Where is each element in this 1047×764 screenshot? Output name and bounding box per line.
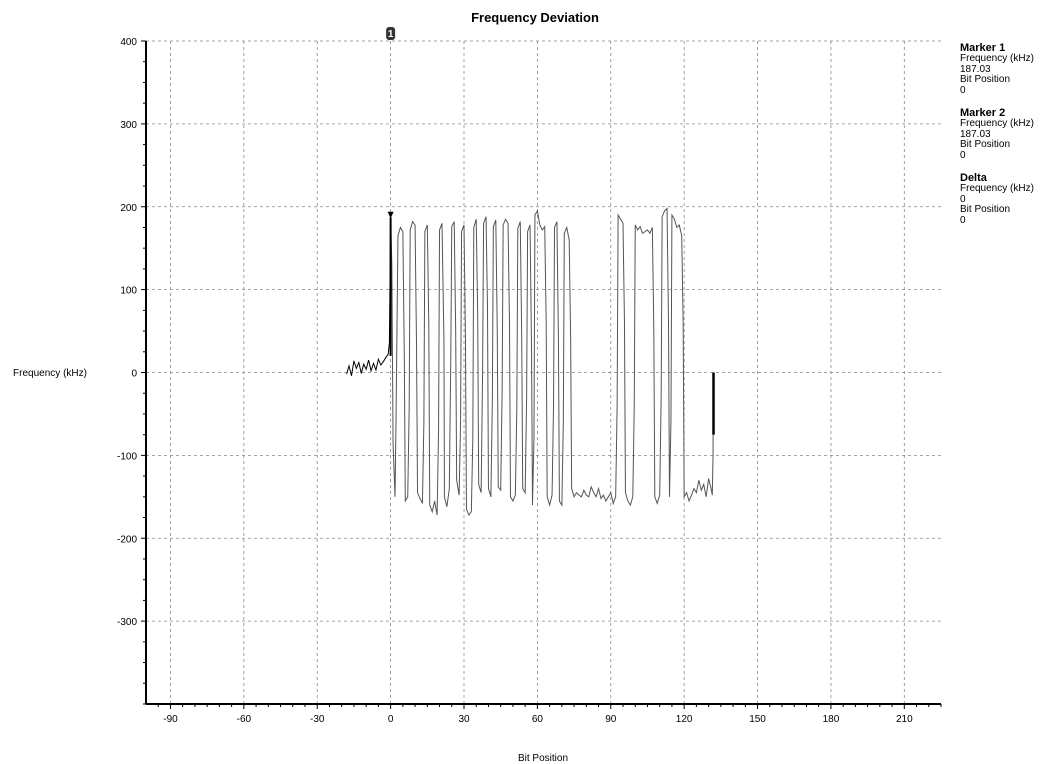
x-tick-label: -60 (237, 714, 252, 725)
x-axis-label: Bit Position (518, 753, 568, 764)
x-tick-label: -30 (310, 714, 325, 725)
marker-bit-value: 0 (960, 149, 966, 161)
marker-name: Delta (960, 172, 987, 184)
y-axis-label: Frequency (kHz) (13, 368, 87, 379)
x-tick-label: 90 (605, 714, 617, 725)
marker-name: Marker 1 (960, 42, 1006, 54)
delta-readout: Delta Frequency (kHz) 0 Bit Position 0 (960, 172, 1047, 226)
y-tick-label: -100 (117, 451, 137, 462)
chart-title: Frequency Deviation (471, 10, 599, 25)
marker-frequency-label: Frequency (kHz) (960, 53, 1034, 64)
marker-frequency-value: 187.03 (960, 128, 991, 140)
marker-bit-value: 0 (960, 84, 966, 96)
x-tick-label: 210 (896, 714, 913, 725)
x-tick-label: -90 (163, 714, 178, 725)
y-tick-label: 100 (120, 286, 137, 297)
x-tick-label: 0 (388, 714, 394, 725)
marker-1-badge (386, 27, 396, 40)
marker-name: Marker 2 (960, 107, 1006, 119)
y-tick-label: -300 (117, 617, 137, 628)
trace-preamble (346, 217, 392, 376)
marker-bit-label: Bit Position (960, 74, 1011, 85)
x-tick-label: 180 (823, 714, 840, 725)
marker-bit-label: Bit Position (960, 204, 1011, 215)
marker-1-readout: Marker 1 Frequency (kHz) 187.03 Bit Posi… (960, 42, 1047, 96)
trace-line (390, 207, 715, 517)
marker-1-arrow (387, 211, 394, 219)
x-tick-label: 150 (749, 714, 766, 725)
marker-bit-value: 0 (960, 214, 966, 226)
marker-readout-panel: Marker 1 Frequency (kHz) 187.03 Bit Posi… (960, 42, 1047, 237)
marker-frequency-value: 187.03 (960, 63, 991, 75)
trace-layer (346, 207, 715, 517)
y-tick-label: 200 (120, 203, 137, 214)
marker-frequency-label: Frequency (kHz) (960, 118, 1034, 129)
grid (146, 40, 941, 704)
x-tick-label: 30 (458, 714, 470, 725)
marker-1-label: 1 (388, 29, 394, 40)
x-tick-label: 120 (676, 714, 693, 725)
y-tick-label: -200 (117, 534, 137, 545)
y-tick-label: 0 (131, 369, 137, 380)
marker-frequency-label: Frequency (kHz) (960, 183, 1034, 194)
y-tick-label: 400 (120, 37, 137, 48)
y-tick-label: 300 (120, 120, 137, 131)
marker-layer: 1 (386, 27, 396, 356)
marker-frequency-value: 0 (960, 193, 966, 205)
axes (141, 40, 942, 709)
marker-2-readout: Marker 2 Frequency (kHz) 187.03 Bit Posi… (960, 107, 1047, 161)
x-tick-label: 60 (532, 714, 544, 725)
marker-bit-label: Bit Position (960, 139, 1011, 150)
